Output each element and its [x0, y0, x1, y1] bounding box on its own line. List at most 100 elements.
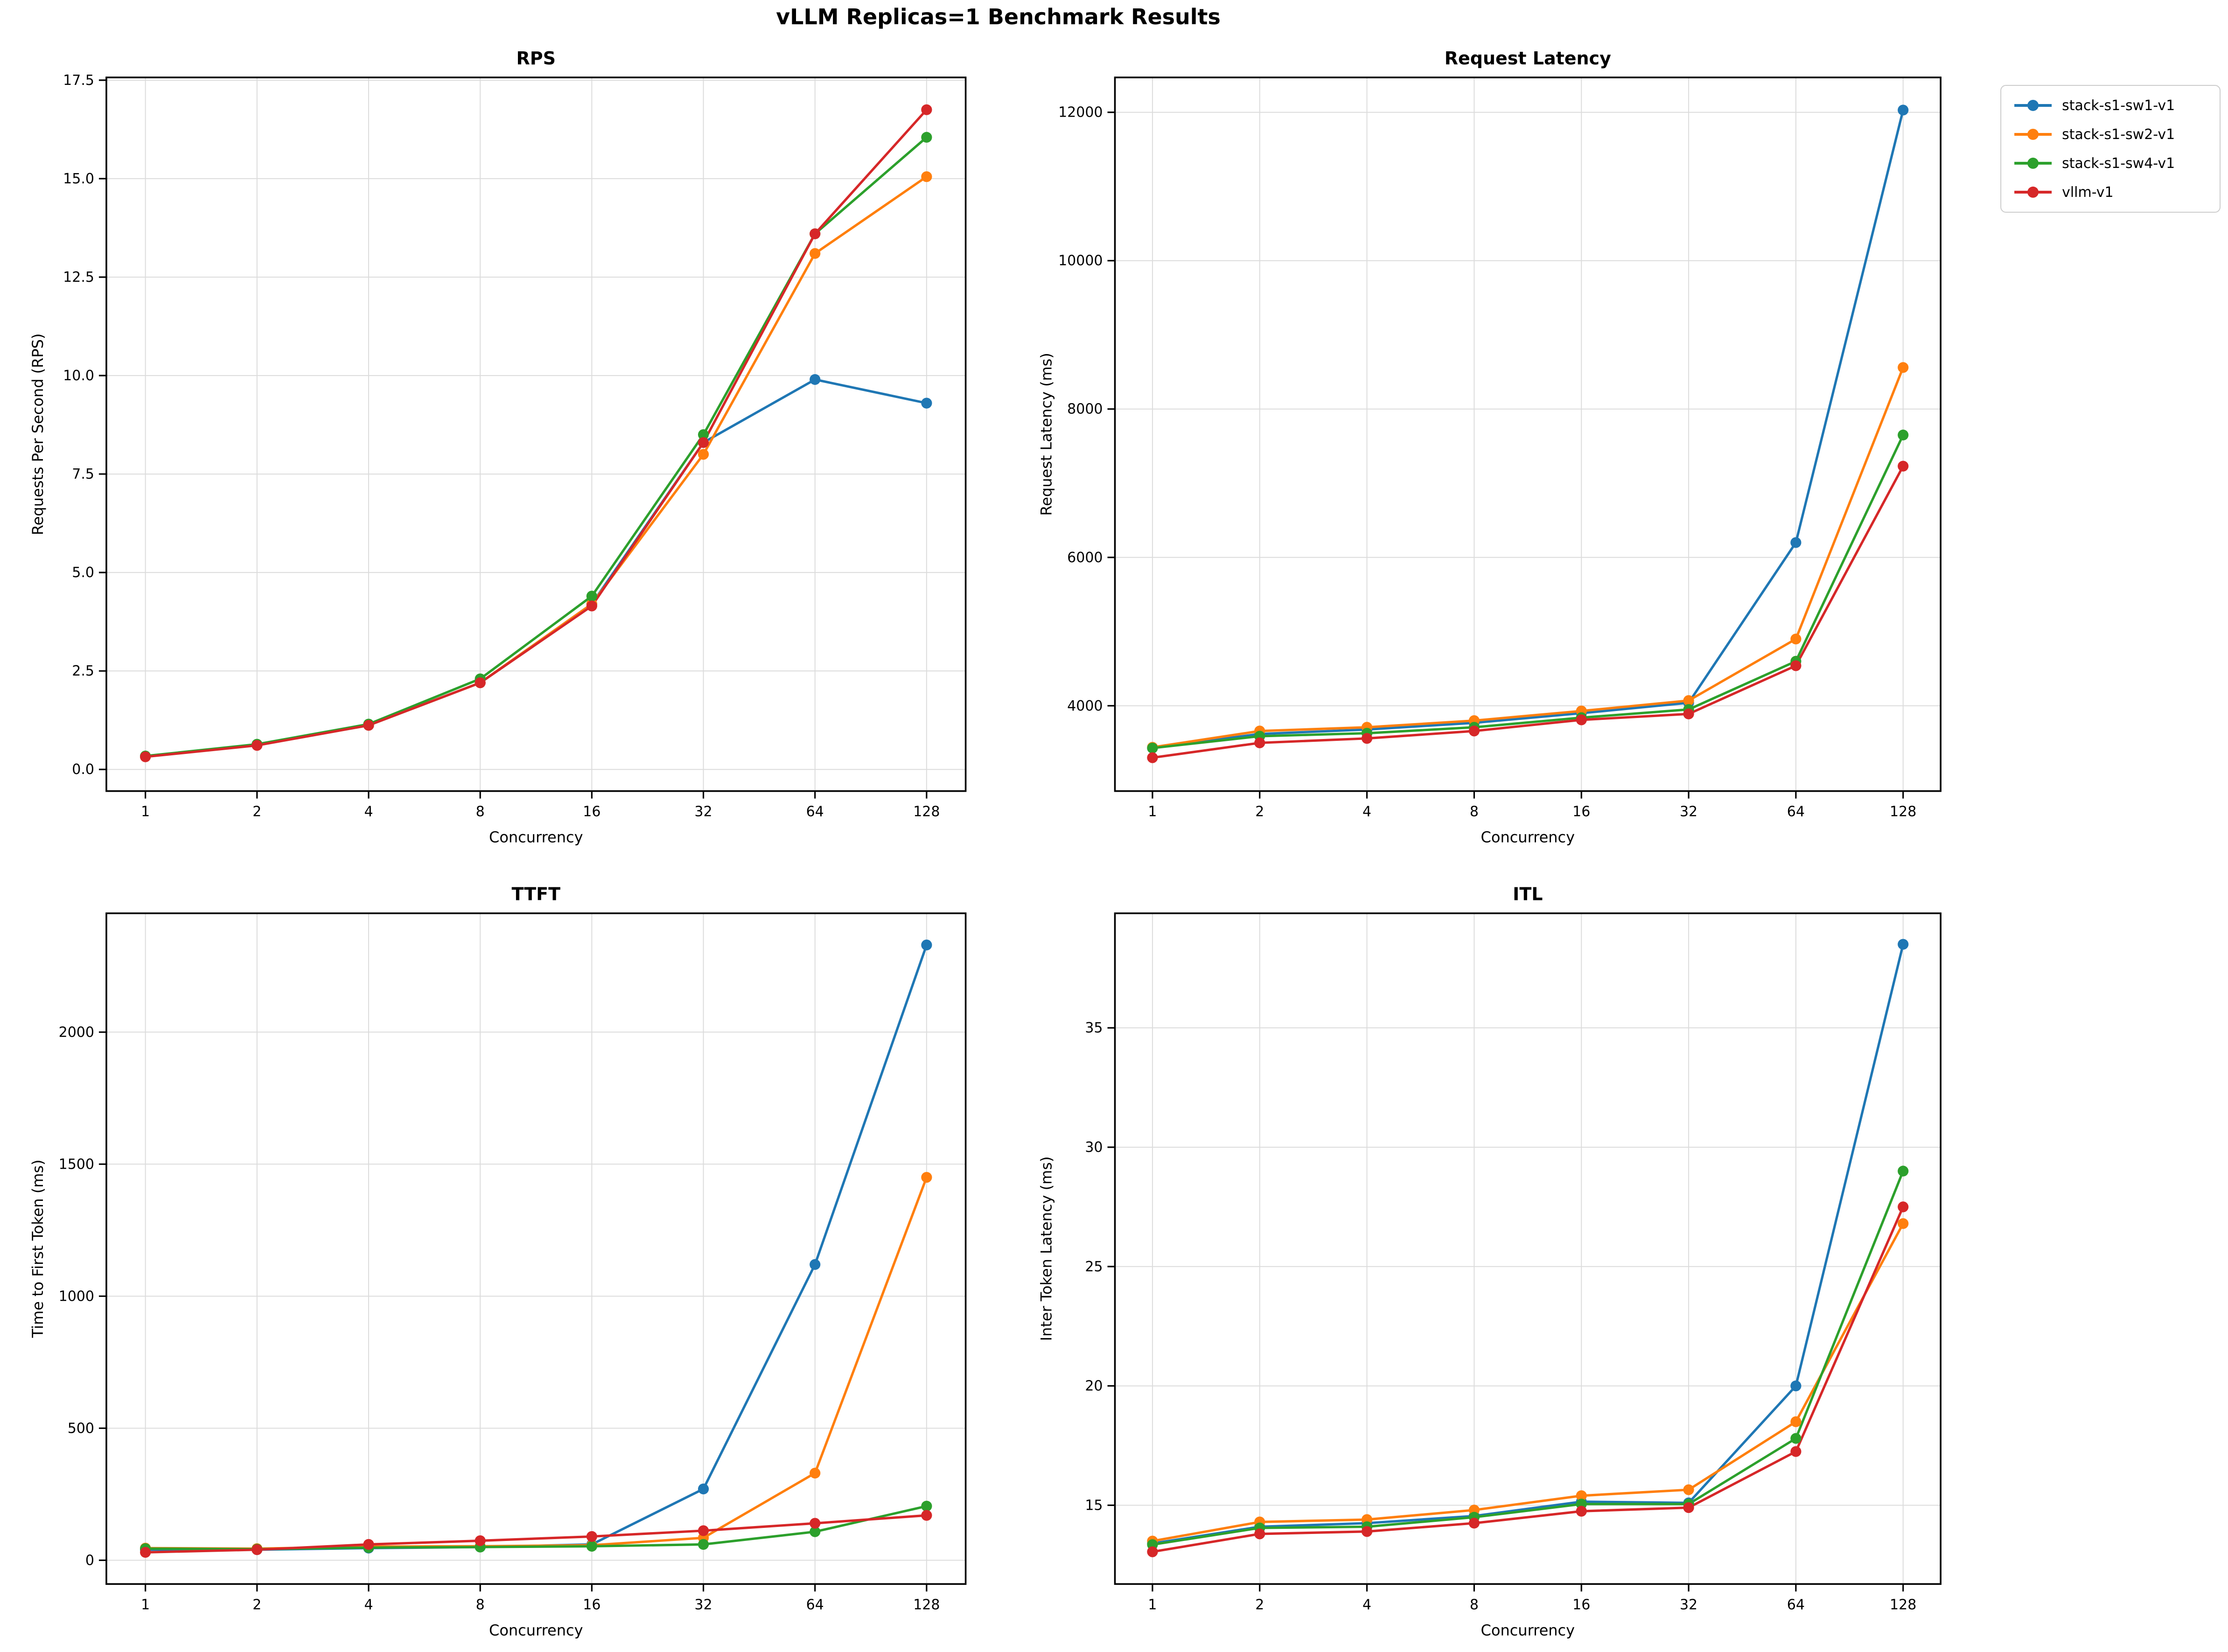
chart-title: TTFT: [511, 884, 560, 905]
data-point-vllm-v1-2: [1254, 737, 1265, 748]
x-tick-label: 8: [1470, 804, 1479, 820]
x-axis-label: Concurrency: [489, 829, 583, 846]
x-tick-label: 1: [1148, 804, 1157, 820]
data-point-stack-s1-sw1-v1-64: [810, 1259, 821, 1270]
data-point-vllm-v1-1: [1147, 1546, 1158, 1557]
plot-background: [106, 77, 966, 791]
data-point-stack-s1-sw4-v1-32: [698, 429, 709, 440]
ttft-chart: 1 2 4 8 16 32 64 128 0 500 1000 1500 2000 TTFT Concurr…: [29, 884, 967, 1639]
line-dot-marker-icon: [2014, 157, 2052, 169]
data-point-stack-s1-sw1-v1-64: [810, 374, 821, 385]
y-tick-label: 10.0: [63, 368, 94, 384]
y-axis-label: Time to First Token (ms): [29, 1159, 47, 1338]
x-tick-label: 8: [476, 1596, 485, 1613]
data-point-vllm-v1-1: [140, 751, 151, 762]
data-point-stack-s1-sw1-v1-64: [1790, 537, 1802, 548]
x-tick-label: 128: [913, 1596, 940, 1613]
data-point-stack-s1-sw2-v1-64: [810, 248, 821, 259]
data-point-vllm-v1-32: [1683, 708, 1694, 719]
data-point-stack-s1-sw1-v1-32: [698, 1483, 709, 1495]
axis-spine: [105, 77, 967, 792]
y-tick-label: 25: [1085, 1259, 1103, 1275]
data-point-vllm-v1-8: [1468, 725, 1480, 737]
data-point-vllm-v1-64: [810, 1518, 821, 1529]
x-tick-label: 4: [364, 1596, 373, 1613]
data-point-vllm-v1-16: [1576, 1506, 1587, 1517]
data-point-stack-s1-sw4-v1-64: [1790, 1433, 1802, 1444]
line-dot-marker-icon: [2014, 128, 2052, 140]
y-tick-label: 2000: [59, 1024, 94, 1040]
y-tick-label: 35: [1085, 1020, 1103, 1036]
x-tick-label: 16: [1572, 804, 1590, 820]
x-tick-label: 32: [1680, 804, 1697, 820]
x-tick-label: 16: [583, 804, 601, 820]
data-point-vllm-v1-32: [698, 437, 709, 448]
data-point-vllm-v1-16: [586, 1531, 597, 1542]
data-point-vllm-v1-128: [921, 1510, 932, 1521]
plot-background: [106, 913, 966, 1584]
axis-spine: [105, 912, 967, 1585]
data-point-vllm-v1-32: [698, 1525, 709, 1536]
data-point-stack-s1-sw4-v1-128: [1898, 429, 1909, 441]
series-line-stack-s1-sw4-v1: [1152, 1171, 1905, 1546]
data-point-vllm-v1-128: [921, 104, 932, 115]
data-point-vllm-v1-4: [1361, 1526, 1373, 1537]
legend-label: stack-s1-sw1-v1: [2062, 97, 2175, 114]
y-tick-label: 4000: [1067, 698, 1103, 714]
data-point-vllm-v1-128: [1898, 460, 1909, 472]
data-point-stack-s1-sw4-v1-16: [586, 591, 597, 602]
data-point-vllm-v1-2: [251, 740, 263, 751]
data-point-vllm-v1-64: [1790, 660, 1802, 671]
legend-label: stack-s1-sw4-v1: [2062, 154, 2175, 172]
data-point-vllm-v1-4: [363, 720, 374, 731]
x-tick-label: 1: [141, 1596, 150, 1613]
y-tick-label: 15: [1085, 1497, 1103, 1513]
x-tick-label: 128: [913, 804, 940, 820]
data-point-stack-s1-sw4-v1-128: [921, 1500, 932, 1512]
data-point-stack-s1-sw4-v1-1: [1147, 742, 1158, 754]
data-point-stack-s1-sw1-v1-128: [921, 939, 932, 951]
data-point-stack-s1-sw2-v1-16: [1576, 1490, 1587, 1501]
x-tick-label: 16: [1572, 1596, 1590, 1613]
x-axis-label: Concurrency: [489, 1621, 583, 1639]
data-point-stack-s1-sw4-v1-64: [810, 1526, 821, 1537]
y-tick-label: 500: [68, 1420, 94, 1436]
x-tick-label: 2: [1255, 804, 1264, 820]
x-tick-label: 1: [1148, 1596, 1157, 1613]
y-tick-label: 7.5: [72, 466, 94, 482]
legend: stack-s1-sw1-v1 stack-s1-sw2-v1 stack-s1…: [2000, 84, 2221, 213]
chart-title: Request Latency: [1445, 48, 1611, 69]
data-point-stack-s1-sw2-v1-64: [1790, 1416, 1802, 1427]
y-tick-label: 6000: [1067, 550, 1103, 566]
data-point-vllm-v1-1: [140, 1547, 151, 1558]
series-line-vllm-v1: [1152, 1206, 1905, 1553]
y-tick-label: 0.0: [72, 761, 94, 778]
x-tick-label: 64: [806, 804, 824, 820]
y-tick-label: 1000: [59, 1288, 94, 1304]
x-tick-label: 128: [1890, 804, 1916, 820]
data-point-vllm-v1-16: [586, 600, 597, 612]
x-tick-label: 4: [1362, 804, 1371, 820]
data-point-vllm-v1-16: [1576, 714, 1587, 725]
data-point-vllm-v1-4: [363, 1539, 374, 1550]
x-tick-label: 16: [583, 1596, 601, 1613]
series-line-vllm-v1: [1152, 465, 1904, 759]
y-tick-label: 0: [85, 1552, 94, 1568]
axis-spine: [1114, 77, 1942, 792]
data-point-stack-s1-sw2-v1-128: [1898, 362, 1909, 373]
x-tick-label: 4: [364, 804, 373, 820]
data-point-stack-s1-sw2-v1-64: [1790, 634, 1802, 645]
data-point-vllm-v1-4: [1361, 733, 1373, 744]
data-point-vllm-v1-128: [1898, 1201, 1909, 1213]
data-point-stack-s1-sw2-v1-32: [1683, 695, 1694, 706]
y-tick-label: 1500: [59, 1156, 94, 1172]
y-tick-label: 8000: [1067, 401, 1103, 418]
y-tick-label: 30: [1085, 1139, 1103, 1156]
y-axis-label: Inter Token Latency (ms): [1038, 1157, 1055, 1341]
y-tick-label: 12.5: [63, 269, 94, 286]
series-line-vllm-v1: [145, 109, 928, 758]
data-point-stack-s1-sw2-v1-128: [921, 1172, 932, 1183]
y-tick-label: 5.0: [72, 565, 94, 581]
data-point-stack-s1-sw2-v1-32: [1683, 1484, 1694, 1495]
